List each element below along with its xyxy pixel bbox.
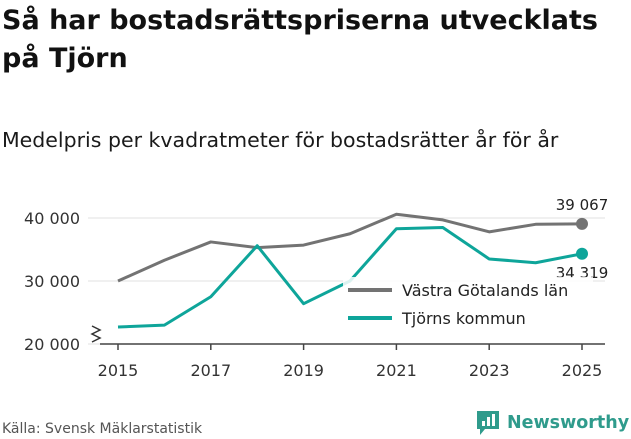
y-tick-label: 30 000 [24, 272, 80, 291]
end-value-label-0: 39 067 [556, 196, 609, 214]
newsworthy-logo-icon [477, 411, 499, 435]
brand-name: Newsworthy [507, 413, 630, 433]
source-note: Källa: Svensk Mäklarstatistik [2, 421, 203, 437]
brand[interactable]: Newsworthy [475, 408, 629, 438]
x-tick-label: 2019 [283, 361, 324, 380]
y-tick-label: 20 000 [24, 335, 80, 354]
series-line-0 [117, 212, 583, 283]
x-tick-label: 2025 [562, 361, 603, 380]
legend-label-0: Västra Götalands län [402, 281, 568, 300]
chart-title: Så har bostadsrättspriserna utvecklats p… [2, 5, 599, 74]
axis-break-icon [90, 325, 102, 343]
series-end-dot-0 [576, 217, 588, 230]
x-tick-label: 2015 [98, 361, 139, 380]
x-tick-label: 2017 [190, 361, 231, 380]
x-tick-label: 2023 [469, 361, 510, 380]
x-tick-label: 2021 [376, 361, 417, 380]
y-tick-label: 40 000 [24, 209, 80, 228]
chart-subtitle: Medelpris per kvadratmeter för bostadsrä… [2, 128, 559, 152]
series-end-dot-1 [576, 247, 588, 260]
legend-label-1: Tjörns kommun [401, 309, 526, 328]
line-chart: 20 000 30 000 40 000 2015 2017 2019 2021 2023 2… [24, 196, 609, 380]
